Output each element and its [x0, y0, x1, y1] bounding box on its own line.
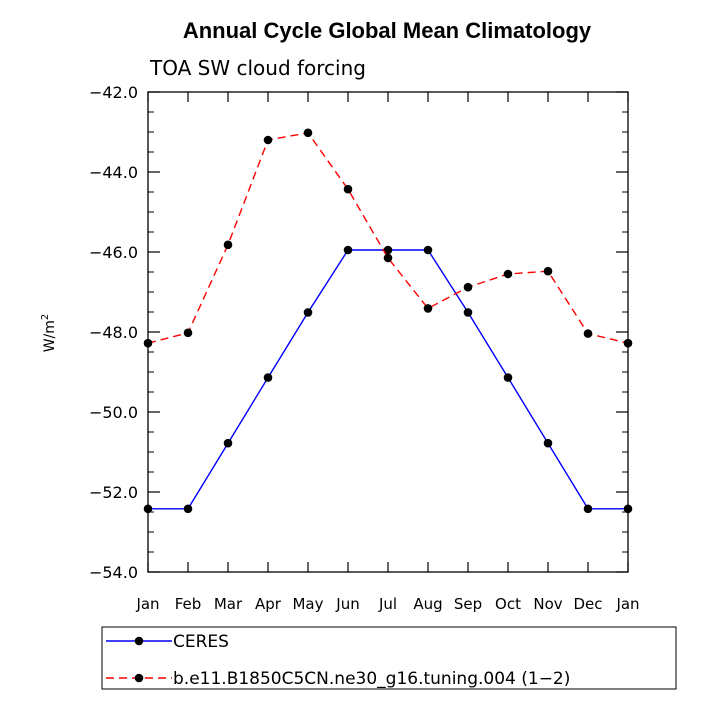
data-point [183, 328, 193, 338]
data-point [503, 373, 513, 382]
data-point [623, 504, 633, 514]
data-point [463, 308, 473, 317]
x-tick-label: Dec [573, 595, 602, 613]
x-tick-label: Apr [255, 595, 282, 613]
y-tick-label: −44.0 [89, 163, 138, 182]
data-point [303, 308, 313, 317]
x-tick-label: Jun [335, 595, 359, 613]
y-tick-label: −52.0 [89, 483, 138, 502]
x-tick-label: Nov [533, 595, 562, 613]
data-point [583, 504, 593, 514]
x-tick-label: Feb [175, 595, 202, 613]
y-tick-label: −54.0 [89, 563, 138, 582]
legend-marker [134, 673, 144, 683]
y-tick-label: −46.0 [89, 243, 138, 262]
data-point [183, 504, 193, 514]
y-tick-label: −48.0 [89, 323, 138, 342]
data-point [623, 338, 633, 348]
chart-title: Annual Cycle Global Mean Climatology [183, 18, 592, 43]
y-tick-label: −50.0 [89, 403, 138, 422]
series-line [147, 132, 629, 344]
x-tick-label: Aug [413, 595, 442, 613]
data-point [463, 282, 473, 292]
data-point [143, 504, 153, 514]
data-point [303, 128, 313, 138]
series-2 [143, 128, 633, 348]
data-point [263, 373, 273, 382]
plot-frame [147, 91, 629, 573]
x-tick-label: Jan [135, 595, 159, 613]
data-point [543, 266, 553, 276]
x-tick-label: Oct [495, 595, 521, 613]
x-tick-label: Jul [378, 595, 397, 613]
series-1 [143, 245, 633, 514]
legend: CERES b.e11.B1850C5CN.ne30_g16.tuning.004… [101, 626, 677, 690]
y-axis-label-base: W/m [42, 320, 58, 352]
data-point [543, 438, 553, 448]
axis-ticks: Jan Feb Mar Apr May Jun Jul Aug Sep Oct Nov Dec Jan −… [89, 83, 640, 613]
chart-subtitle: TOA SW cloud forcing [149, 56, 366, 80]
data-point [383, 245, 393, 255]
y-axis-label-superscript: 2 [40, 314, 51, 320]
data-point [143, 338, 153, 348]
data-point [263, 135, 273, 145]
data-point [583, 329, 593, 338]
data-point [503, 269, 513, 279]
data-point [343, 245, 353, 255]
legend-label: b.e11.B1850C5CN.ne30_g16.tuning.004 (1−2… [173, 669, 570, 689]
data-point [423, 245, 433, 255]
x-tick-label: Mar [214, 595, 243, 613]
x-tick-label: Sep [454, 595, 482, 613]
data-point [423, 304, 433, 313]
y-tick-label: −42.0 [89, 83, 138, 102]
x-tick-label: May [292, 595, 323, 613]
y-axis-label: W/m2 [40, 314, 58, 353]
data-point [223, 240, 233, 250]
data-point [343, 184, 353, 194]
data-point [223, 438, 233, 448]
series-line [148, 249, 628, 510]
data-point [383, 253, 393, 263]
legend-label: CERES [173, 632, 229, 652]
series-layer [143, 128, 633, 514]
legend-marker [134, 636, 144, 646]
legend-box [101, 626, 677, 690]
x-tick-label: Jan [615, 595, 639, 613]
